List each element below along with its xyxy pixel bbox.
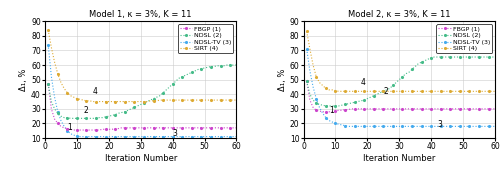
Legend: FBGP (1), NDSL (2), NDSL-TV (3), SIRT (4): FBGP (1), NDSL (2), NDSL-TV (3), SIRT (4… xyxy=(436,24,492,53)
Text: 1: 1 xyxy=(329,105,334,115)
Text: 4: 4 xyxy=(361,78,366,87)
Text: 4: 4 xyxy=(93,87,98,96)
Text: 2: 2 xyxy=(384,87,388,96)
Legend: FBGP (1), NDSL (2), NDSL-TV (3), SIRT (4): FBGP (1), NDSL (2), NDSL-TV (3), SIRT (4… xyxy=(178,24,234,53)
Text: 3: 3 xyxy=(172,129,178,138)
Title: Model 1, κ = 3%, K = 11: Model 1, κ = 3%, K = 11 xyxy=(90,10,192,19)
Y-axis label: Δ₁, %: Δ₁, % xyxy=(278,68,287,91)
Text: 2: 2 xyxy=(84,105,88,115)
Text: 1: 1 xyxy=(68,123,72,132)
Title: Model 2, κ = 3%, K = 11: Model 2, κ = 3%, K = 11 xyxy=(348,10,450,19)
X-axis label: Iteration Number: Iteration Number xyxy=(104,154,177,163)
X-axis label: Iteration Number: Iteration Number xyxy=(363,154,436,163)
Y-axis label: Δ₁, %: Δ₁, % xyxy=(20,68,28,91)
Text: 3: 3 xyxy=(438,120,442,129)
